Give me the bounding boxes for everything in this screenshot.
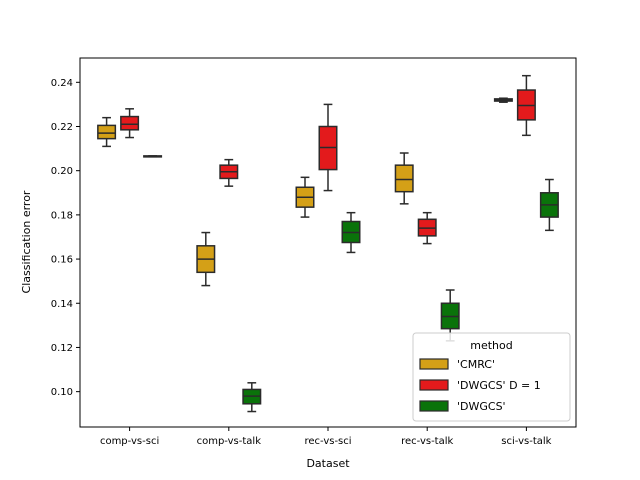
box-comp-vs-sci-1 [120,108,140,139]
x-axis-label: Dataset [306,457,350,470]
legend-label: 'CMRC' [457,358,495,371]
box-sci-vs-talk-1 [516,74,536,137]
box-rec-vs-sci-2 [341,211,361,254]
box-rec-vs-sci-0 [295,176,315,218]
box-body [120,115,140,131]
y-tick-label: 0.16 [51,255,73,266]
x-tick-label: sci-vs-talk [501,436,551,447]
x-tick-label: comp-vs-sci [100,436,159,447]
box-sci-vs-talk-2 [539,178,559,232]
y-axis-label: Classification error [20,190,33,293]
box-comp-vs-talk-1 [219,158,239,187]
legend-swatch [419,400,449,412]
y-tick-label: 0.14 [51,299,73,310]
legend-label: 'DWGCS' [457,400,506,413]
legend-swatch [419,358,449,370]
legend-frame [412,332,571,422]
x-tick-label: comp-vs-talk [197,436,262,447]
box-rec-vs-sci-1 [318,103,338,192]
x-axis: comp-vs-sci comp-vs-talk rec-vs-sci rec-vs-… [100,427,552,447]
box-rec-vs-talk-0 [394,152,414,205]
y-tick-label: 0.10 [51,387,73,398]
box-body [97,124,117,140]
legend-label: 'DWGCS' D = 1 [457,379,541,392]
x-tick-label: rec-vs-talk [401,436,453,447]
box-comp-vs-sci-0 [97,116,117,148]
x-tick-label: rec-vs-sci [304,436,351,447]
y-tick-label: 0.20 [51,166,73,177]
legend: method 'CMRC' 'DWGCS' D = 1 'DWGCS' [412,332,571,422]
box-comp-vs-talk-0 [196,231,216,287]
box-rec-vs-talk-1 [417,211,437,245]
box-sci-vs-talk-0 [493,97,513,103]
legend-swatch [419,379,449,391]
box-comp-vs-sci-2 [143,155,163,158]
y-tick-label: 0.24 [51,78,73,89]
y-axis: 0.10 0.12 0.14 0.16 0.18 0.20 0.22 0.24 [51,78,80,398]
y-tick-label: 0.12 [51,343,73,354]
y-tick-label: 0.18 [51,210,73,221]
box-rec-vs-talk-2 [440,289,460,342]
y-tick-label: 0.22 [51,122,73,133]
box-comp-vs-talk-2 [242,382,262,413]
legend-title: method [470,339,512,352]
box-body [394,164,414,193]
